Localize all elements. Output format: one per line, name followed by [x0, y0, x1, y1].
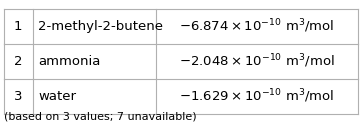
Text: 2: 2 — [14, 55, 22, 68]
Text: $-6.874\times10^{-10}$ m$^3$/mol: $-6.874\times10^{-10}$ m$^3$/mol — [179, 18, 335, 35]
Text: 3: 3 — [14, 90, 22, 103]
Text: water: water — [38, 90, 76, 103]
Text: ammonia: ammonia — [38, 55, 100, 68]
Text: $-2.048\times10^{-10}$ m$^3$/mol: $-2.048\times10^{-10}$ m$^3$/mol — [179, 52, 335, 70]
Text: 2-methyl-2-butene: 2-methyl-2-butene — [38, 20, 163, 33]
Text: 1: 1 — [14, 20, 22, 33]
Text: (based on 3 values; 7 unavailable): (based on 3 values; 7 unavailable) — [4, 111, 196, 121]
Text: $-1.629\times10^{-10}$ m$^3$/mol: $-1.629\times10^{-10}$ m$^3$/mol — [179, 88, 335, 105]
